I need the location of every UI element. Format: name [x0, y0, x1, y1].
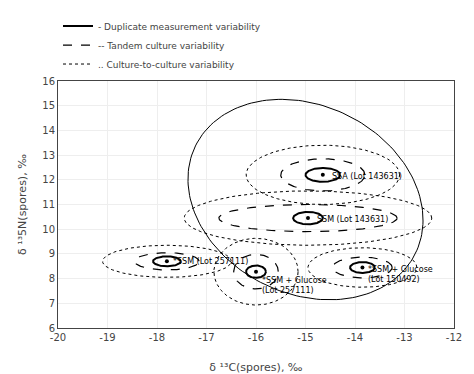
svg-text:6: 6 [49, 323, 55, 334]
svg-text:-20: -20 [50, 332, 66, 343]
svg-text:13: 13 [42, 150, 55, 161]
svg-text:SSM (Lot 143631): SSM (Lot 143631) [317, 215, 388, 224]
svg-text:-15: -15 [297, 332, 313, 343]
svg-text:-17: -17 [198, 332, 214, 343]
svg-text:.. Culture-to-culture variabil: .. Culture-to-culture variability [98, 60, 235, 70]
svg-text:10: 10 [42, 224, 55, 235]
svg-text:11: 11 [42, 199, 55, 210]
svg-text:16: 16 [42, 76, 55, 87]
svg-text:-19: -19 [99, 332, 115, 343]
svg-text:-14: -14 [347, 332, 363, 343]
svg-text:δ ¹³C(spores), ‰: δ ¹³C(spores), ‰ [209, 361, 303, 374]
svg-text:*SSM + Glucose(Lot 257111): *SSM + Glucose(Lot 257111) [262, 276, 327, 295]
svg-text:7: 7 [49, 298, 55, 309]
svg-text:15: 15 [42, 100, 55, 111]
svg-text:12: 12 [42, 174, 55, 185]
svg-text:δ ¹³5N(spores), ‰: δ ¹³5N(spores), ‰ [16, 154, 29, 255]
svg-text:8: 8 [49, 273, 55, 284]
svg-text:-12: -12 [446, 332, 462, 343]
svg-text:14: 14 [42, 125, 55, 136]
svg-text:9: 9 [49, 248, 55, 259]
svg-text:-18: -18 [149, 332, 165, 343]
svg-text:-16: -16 [248, 332, 264, 343]
svg-text:*SSM + Glucose(Lot 150492): *SSM + Glucose(Lot 150492) [368, 265, 433, 284]
svg-text:*SSM (Lot 257111): *SSM (Lot 257111) [173, 257, 248, 266]
svg-text:-13: -13 [396, 332, 412, 343]
svg-text:SSA (Lot 143631): SSA (Lot 143631) [332, 172, 402, 181]
svg-text:-- Tandem culture variability: -- Tandem culture variability [98, 41, 225, 51]
svg-text:- Duplicate measurement variab: - Duplicate measurement variability [98, 22, 261, 32]
